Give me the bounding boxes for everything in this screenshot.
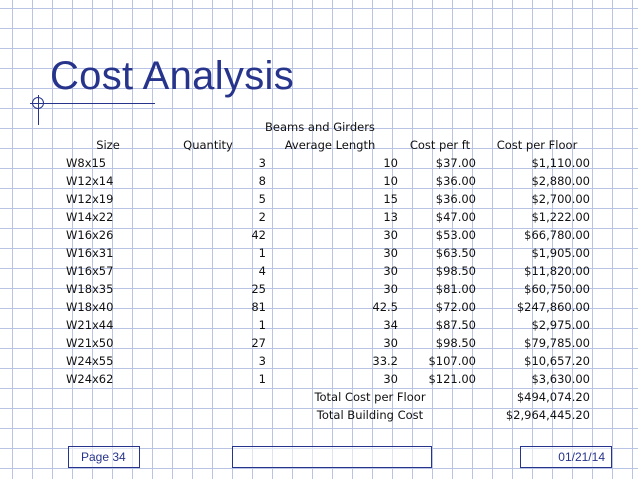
table-cell-quantity: 3 bbox=[258, 156, 266, 170]
table-cell-quantity: 5 bbox=[258, 192, 266, 206]
column-header-quantity: Quantity bbox=[183, 138, 233, 152]
table-cell-cost-per-ft: $36.00 bbox=[435, 192, 476, 206]
table-cell-size: W16x57 bbox=[66, 264, 114, 278]
table-cell-avg-length: 42.5 bbox=[372, 300, 398, 314]
table-cell-size: W18x40 bbox=[66, 300, 114, 314]
table-cell-cost-floor: $11,820.00 bbox=[524, 264, 590, 278]
table-cell-avg-length: 13 bbox=[383, 210, 398, 224]
table-cell-quantity: 2 bbox=[258, 210, 266, 224]
table-cell-avg-length: 30 bbox=[383, 336, 398, 350]
table-cell-cost-per-ft: $36.00 bbox=[435, 174, 476, 188]
table-cell-cost-floor: $60,750.00 bbox=[524, 282, 590, 296]
table-cell-avg-length: 34 bbox=[383, 318, 398, 332]
table-cell-cost-floor: $79,785.00 bbox=[524, 336, 590, 350]
table-cell-cost-per-ft: $37.00 bbox=[435, 156, 476, 170]
footer-page-number: Page 34 bbox=[68, 446, 140, 468]
table-cell-quantity: 3 bbox=[258, 354, 266, 368]
table-cell-cost-floor: $1,905.00 bbox=[531, 246, 590, 260]
table-cell-cost-floor: $10,657.20 bbox=[524, 354, 590, 368]
column-header-size: Size bbox=[96, 138, 120, 152]
total-label: Total Cost per Floor bbox=[314, 390, 426, 404]
table-cell-avg-length: 33.2 bbox=[372, 354, 398, 368]
table-group-header: Beams and Girders bbox=[265, 120, 375, 134]
table-cell-size: W24x55 bbox=[66, 354, 114, 368]
table-cell-cost-per-ft: $72.00 bbox=[435, 300, 476, 314]
table-cell-avg-length: 30 bbox=[383, 372, 398, 386]
table-cell-avg-length: 30 bbox=[383, 246, 398, 260]
table-cell-quantity: 42 bbox=[251, 228, 266, 242]
title-underline bbox=[30, 103, 155, 104]
table-cell-size: W16x26 bbox=[66, 228, 114, 242]
table-cell-avg-length: 10 bbox=[383, 174, 398, 188]
table-cell-size: W18x35 bbox=[66, 282, 114, 296]
column-header-avg-length: Average Length bbox=[284, 138, 376, 152]
table-cell-cost-floor: $2,975.00 bbox=[531, 318, 590, 332]
slide-title: Cost Analysis bbox=[50, 54, 294, 98]
column-header-cost-per-ft: Cost per ft bbox=[409, 138, 471, 152]
table-cell-cost-floor: $1,222.00 bbox=[531, 210, 590, 224]
table-cell-quantity: 8 bbox=[258, 174, 266, 188]
table-cell-avg-length: 15 bbox=[383, 192, 398, 206]
table-cell-cost-per-ft: $81.00 bbox=[435, 282, 476, 296]
table-cell-cost-per-ft: $53.00 bbox=[435, 228, 476, 242]
table-cell-size: W14x22 bbox=[66, 210, 114, 224]
column-header-cost-floor: Cost per Floor bbox=[496, 138, 578, 152]
table-cell-size: W21x44 bbox=[66, 318, 114, 332]
table-cell-avg-length: 30 bbox=[383, 228, 398, 242]
table-cell-cost-per-ft: $98.50 bbox=[435, 336, 476, 350]
total-value: $494,074.20 bbox=[516, 390, 590, 404]
table-cell-cost-per-ft: $98.50 bbox=[435, 264, 476, 278]
table-cell-size: W21x50 bbox=[66, 336, 114, 350]
footer-date: 01/21/14 bbox=[520, 446, 612, 468]
total-value: $2,964,445.20 bbox=[505, 408, 590, 422]
table-cell-cost-floor: $2,700.00 bbox=[531, 192, 590, 206]
table-cell-quantity: 1 bbox=[258, 372, 266, 386]
table-cell-cost-floor: $247,860.00 bbox=[516, 300, 590, 314]
title-rule-vertical bbox=[38, 95, 39, 125]
table-cell-quantity: 4 bbox=[258, 264, 266, 278]
footer-center-box bbox=[232, 446, 432, 468]
table-cell-quantity: 25 bbox=[251, 282, 266, 296]
table-cell-quantity: 1 bbox=[258, 318, 266, 332]
table-cell-quantity: 81 bbox=[251, 300, 266, 314]
table-cell-size: W12x14 bbox=[66, 174, 114, 188]
table-cell-cost-per-ft: $121.00 bbox=[428, 372, 476, 386]
table-cell-avg-length: 30 bbox=[383, 282, 398, 296]
table-cell-size: W8x15 bbox=[66, 156, 107, 170]
table-cell-cost-per-ft: $63.50 bbox=[435, 246, 476, 260]
table-cell-cost-per-ft: $107.00 bbox=[428, 354, 476, 368]
title-rule-circle bbox=[32, 97, 44, 109]
table-cell-cost-floor: $66,780.00 bbox=[524, 228, 590, 242]
total-label: Total Building Cost bbox=[316, 408, 424, 422]
table-cell-size: W16x31 bbox=[66, 246, 114, 260]
table-cell-size: W24x62 bbox=[66, 372, 114, 386]
table-cell-cost-per-ft: $87.50 bbox=[435, 318, 476, 332]
table-cell-avg-length: 30 bbox=[383, 264, 398, 278]
table-cell-quantity: 27 bbox=[251, 336, 266, 350]
table-cell-avg-length: 10 bbox=[383, 156, 398, 170]
table-cell-cost-per-ft: $47.00 bbox=[435, 210, 476, 224]
table-cell-cost-floor: $1,110.00 bbox=[531, 156, 590, 170]
table-cell-size: W12x19 bbox=[66, 192, 114, 206]
table-cell-quantity: 1 bbox=[258, 246, 266, 260]
table-cell-cost-floor: $2,880.00 bbox=[531, 174, 590, 188]
table-cell-cost-floor: $3,630.00 bbox=[531, 372, 590, 386]
